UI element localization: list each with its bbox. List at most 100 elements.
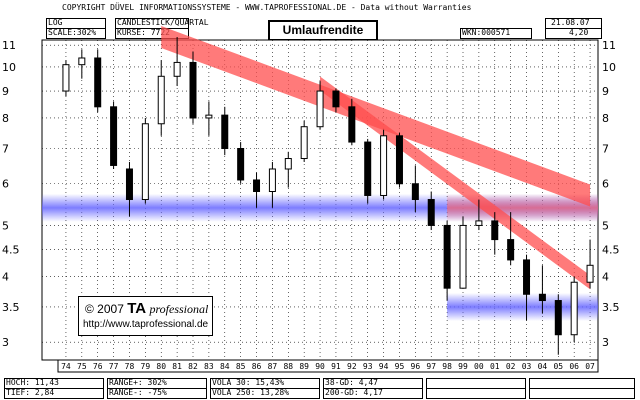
copyright-line: COPYRIGHT DÜVEL INFORMATIONSSYSTEME - WW… xyxy=(62,3,472,12)
last-box xyxy=(545,28,602,39)
y-tick-label-left: 4 xyxy=(2,270,9,283)
candle-body xyxy=(141,123,149,201)
logo-url: http://www.taprofessional.de xyxy=(83,319,209,330)
x-tick-label: 81 xyxy=(172,362,182,371)
candle xyxy=(62,60,70,97)
y-tick-label-left: 6 xyxy=(2,178,9,191)
x-tick-label: 82 xyxy=(188,362,198,371)
candle-body xyxy=(62,64,70,92)
x-tick-label: 01 xyxy=(490,362,500,371)
candle-body xyxy=(110,106,118,166)
x-tick-label: 87 xyxy=(268,362,278,371)
candle xyxy=(300,120,308,162)
y-tick-label-right: 8 xyxy=(602,112,609,125)
scale-type: LOG xyxy=(48,18,63,27)
candle xyxy=(157,60,165,136)
candle xyxy=(427,191,435,231)
candle xyxy=(205,101,213,136)
chart-kind: CANDLESTICK/QUARTAL xyxy=(117,18,209,27)
candle xyxy=(380,129,388,200)
y-tick-label-left: 4.5 xyxy=(2,244,20,257)
x-axis-strip xyxy=(57,359,599,373)
candle xyxy=(570,276,578,343)
candle-body xyxy=(538,293,546,302)
candle-body xyxy=(427,199,435,226)
footer-empty-2 xyxy=(426,388,526,399)
candle xyxy=(221,106,229,156)
scale-box xyxy=(46,28,106,39)
y-tick-label-left: 3 xyxy=(2,336,9,349)
x-tick-label: 99 xyxy=(458,362,468,371)
candle-body xyxy=(268,168,276,192)
candle-body xyxy=(253,179,261,192)
x-tick-label: 93 xyxy=(363,362,373,371)
candle xyxy=(364,138,372,204)
x-tick-label: 91 xyxy=(331,362,341,371)
logo-brand-bold: TA xyxy=(127,300,147,317)
candle-body xyxy=(332,90,340,108)
candle-body xyxy=(173,61,181,77)
candle-body xyxy=(586,264,594,283)
footer-hoch: HOCH: 11,43 xyxy=(6,378,59,387)
candle-body xyxy=(491,220,499,241)
y-tick-label-left: 10 xyxy=(2,61,16,74)
candle-body xyxy=(380,135,388,196)
x-tick-label: 06 xyxy=(569,362,579,371)
x-tick-label: 04 xyxy=(538,362,548,371)
candle xyxy=(268,161,276,208)
y-tick-label-right: 9 xyxy=(602,85,609,98)
x-tick-label: 80 xyxy=(156,362,166,371)
candle-body xyxy=(221,114,229,150)
candle xyxy=(332,88,340,113)
x-tick-label: 95 xyxy=(395,362,405,371)
y-tick-label-left: 11 xyxy=(2,39,16,52)
logo-copyright: © 2007 xyxy=(85,302,124,316)
candle xyxy=(348,98,356,146)
candle-body xyxy=(475,220,483,226)
chart-title: Umlaufrendite xyxy=(268,20,378,41)
footer-vola250-box xyxy=(210,388,320,399)
x-tick-label: 98 xyxy=(442,362,452,371)
candle-body xyxy=(125,168,133,201)
last-value: 4,20 xyxy=(569,28,589,37)
date: 21.08.07 xyxy=(551,18,590,27)
trend-channel xyxy=(161,25,591,207)
footer-vola30: VOLA 30: 15,43% xyxy=(212,378,285,387)
candle-body xyxy=(570,281,578,336)
candle xyxy=(173,36,181,87)
candle-body xyxy=(189,61,197,119)
candle-body xyxy=(300,126,308,160)
x-tick-label: 02 xyxy=(506,362,516,371)
candle-body xyxy=(157,75,165,125)
footer-empty-4 xyxy=(529,388,635,399)
y-tick-label-right: 5 xyxy=(602,219,609,232)
candle-body xyxy=(348,106,356,143)
footer-vola250: VOLA 250: 13,28% xyxy=(212,388,290,397)
x-tick-label: 92 xyxy=(347,362,357,371)
x-tick-label: 88 xyxy=(283,362,293,371)
candle xyxy=(141,117,149,204)
y-tick-label-left: 8 xyxy=(2,112,9,125)
y-tick-label-right: 3 xyxy=(602,336,609,349)
x-tick-label: 85 xyxy=(236,362,246,371)
y-tick-label-left: 3.5 xyxy=(2,301,20,314)
y-tick-label-right: 10 xyxy=(602,61,616,74)
candle xyxy=(189,51,197,124)
candle xyxy=(538,265,546,314)
candle xyxy=(110,101,118,169)
x-tick-label: 79 xyxy=(141,362,151,371)
candle xyxy=(523,254,531,321)
y-tick-label-right: 4.5 xyxy=(602,244,620,257)
candle-body xyxy=(443,224,451,289)
y-tick-label-left: 9 xyxy=(2,85,9,98)
candle xyxy=(507,212,515,266)
candle-body xyxy=(554,300,562,336)
candle-body xyxy=(205,114,213,119)
footer-gd200-box xyxy=(323,388,423,399)
wkn: WKN:000571 xyxy=(462,28,511,37)
candle xyxy=(94,49,102,113)
y-tick-label-right: 11 xyxy=(602,39,616,52)
y-tick-label-right: 6 xyxy=(602,178,609,191)
candle-body xyxy=(78,57,86,66)
